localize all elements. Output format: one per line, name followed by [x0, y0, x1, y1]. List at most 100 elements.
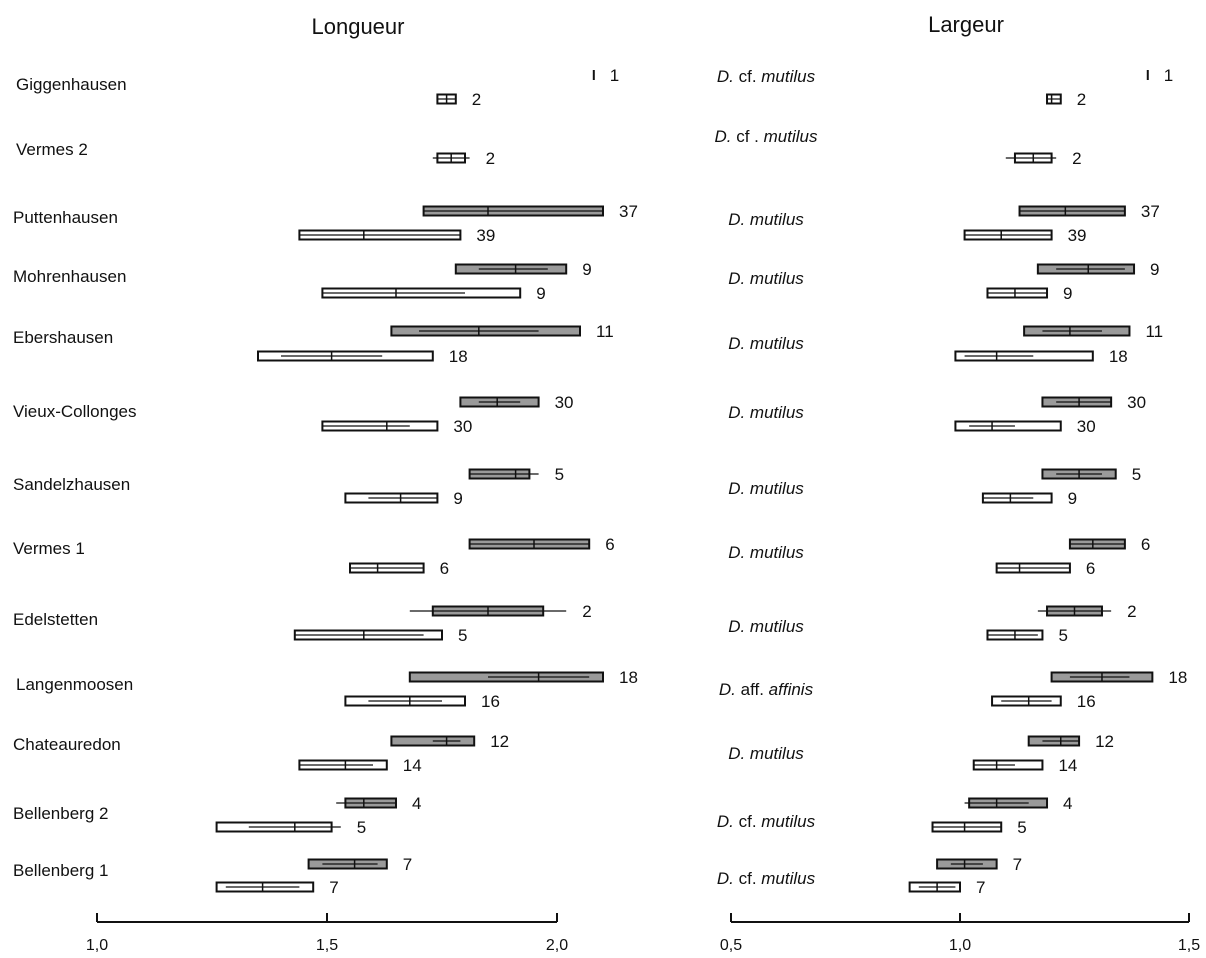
lower-n-label: 16 [481, 692, 500, 711]
upper-n-label: 30 [1127, 393, 1146, 412]
lower-n-label: 9 [453, 489, 462, 508]
taxon-part: cf. [734, 67, 757, 86]
x-tick-label: 1,5 [1178, 937, 1200, 954]
lower-n-label: 30 [453, 417, 472, 436]
upper-n-label: 12 [490, 732, 509, 751]
taxon-label: D. mutilus [728, 617, 804, 636]
taxon-label: D. mutilus [728, 479, 804, 498]
lower-n-label: 39 [1068, 226, 1087, 245]
upper-n-label: 7 [1013, 855, 1022, 874]
lower-n-label: 18 [1109, 347, 1128, 366]
upper-n-label: 2 [1127, 602, 1136, 621]
x-tick-label: 1,5 [316, 937, 338, 954]
upper-n-label: 1 [1164, 66, 1173, 85]
upper-n-label: 5 [1132, 465, 1141, 484]
upper-n-label: 6 [605, 535, 614, 554]
upper-n-label: 6 [1141, 535, 1150, 554]
lower-n-label: 6 [1086, 559, 1095, 578]
site-label: Chateauredon [13, 735, 121, 754]
lower-n-label: 5 [458, 626, 467, 645]
lower-n-label: 9 [1068, 489, 1077, 508]
lower-n-label: 9 [536, 284, 545, 303]
lower-n-label: 14 [403, 756, 422, 775]
lower-n-label: 6 [440, 559, 449, 578]
lower-n-label: 7 [976, 878, 985, 897]
upper-n-label: 1 [610, 66, 619, 85]
taxon-label: D. mutilus [728, 334, 804, 353]
lower-n-label: 16 [1077, 692, 1096, 711]
taxon-label: D. cf. mutilus [717, 67, 816, 86]
site-label: Vieux-Collonges [13, 402, 136, 421]
site-label: Ebershausen [13, 328, 113, 347]
lower-n-label: 14 [1058, 756, 1077, 775]
site-label: Vermes 1 [13, 539, 85, 558]
taxon-label: D. mutilus [728, 744, 804, 763]
lower-n-label: 5 [357, 818, 366, 837]
lower-n-label: 39 [476, 226, 495, 245]
upper-n-label: 9 [582, 260, 591, 279]
taxon-label: D. aff. affinis [719, 680, 814, 699]
upper-n-label: 9 [1150, 260, 1159, 279]
upper-n-label: 12 [1095, 732, 1114, 751]
lower-n-label: 18 [449, 347, 468, 366]
upper-n-label: 37 [1141, 202, 1160, 221]
x-tick-label: 0,5 [720, 937, 742, 954]
upper-n-label: 11 [1145, 322, 1163, 341]
lower-n-label: 7 [329, 878, 338, 897]
site-label: Puttenhausen [13, 208, 118, 227]
taxon-part: D. [717, 67, 734, 86]
taxon-label: D. mutilus [728, 543, 804, 562]
panel-title-largeur: Largeur [928, 12, 1004, 37]
upper-n-label: 30 [555, 393, 574, 412]
taxon-part: D. [717, 869, 734, 888]
taxon-part: mutilus [757, 869, 816, 888]
taxon-part: mutilus [757, 812, 816, 831]
lower-n-label: 2 [1077, 90, 1086, 109]
panel-title-longueur: Longueur [312, 14, 405, 39]
site-label: Mohrenhausen [13, 267, 126, 286]
upper-n-label: 37 [619, 202, 638, 221]
site-label: Edelstetten [13, 610, 98, 629]
lower-n-label: 5 [1017, 818, 1026, 837]
site-label: Bellenberg 1 [13, 861, 108, 880]
taxon-part: cf. [734, 812, 757, 831]
upper-n-label: 5 [555, 465, 564, 484]
taxon-label: D. mutilus [728, 403, 804, 422]
x-tick-label: 2,0 [546, 937, 568, 954]
taxon-part: D. [715, 127, 732, 146]
x-tick-label: 1,0 [949, 937, 971, 954]
taxon-label: D. cf . mutilus [715, 127, 818, 146]
taxon-part: mutilus [757, 67, 816, 86]
site-label: Langenmoosen [16, 675, 133, 694]
upper-n-label: 18 [1168, 668, 1187, 687]
taxon-label: D. mutilus [728, 269, 804, 288]
taxon-label: D. cf. mutilus [717, 869, 816, 888]
upper-n-label: 7 [403, 855, 412, 874]
upper-n-label: 2 [582, 602, 591, 621]
lower-n-label: 2 [472, 90, 481, 109]
taxon-part: affinis [764, 680, 814, 699]
site-label: Vermes 2 [16, 140, 88, 159]
upper-n-label: 11 [596, 322, 614, 341]
taxon-part: D. [719, 680, 736, 699]
lower-n-label: 2 [486, 149, 495, 168]
site-label: Giggenhausen [16, 75, 127, 94]
site-label: Sandelzhausen [13, 475, 130, 494]
taxon-part: cf. [734, 869, 757, 888]
lower-n-label: 9 [1063, 284, 1072, 303]
taxon-part: aff. [736, 680, 764, 699]
lower-n-label: 30 [1077, 417, 1096, 436]
taxon-part: D. [717, 812, 734, 831]
taxon-label: D. cf. mutilus [717, 812, 816, 831]
taxon-part: mutilus [759, 127, 818, 146]
site-label: Bellenberg 2 [13, 804, 108, 823]
lower-n-label: 2 [1072, 149, 1081, 168]
lower-n-label: 5 [1058, 626, 1067, 645]
upper-n-label: 18 [619, 668, 638, 687]
taxon-label: D. mutilus [728, 210, 804, 229]
upper-n-label: 4 [412, 794, 421, 813]
taxon-part: cf . [732, 127, 759, 146]
x-tick-label: 1,0 [86, 937, 108, 954]
